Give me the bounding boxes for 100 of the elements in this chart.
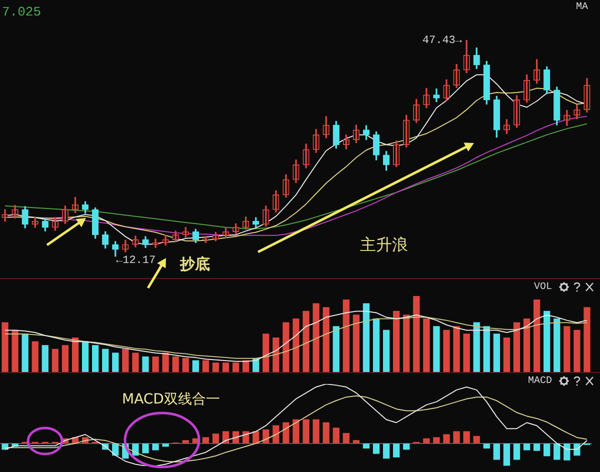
bar xyxy=(584,307,590,372)
bar xyxy=(523,444,530,450)
bar xyxy=(554,318,560,372)
bar xyxy=(202,437,210,444)
bar xyxy=(182,440,189,444)
bar xyxy=(332,326,340,372)
bar xyxy=(453,431,460,444)
annotation: ←12.17 xyxy=(116,254,156,267)
chart-title: MACD xyxy=(528,376,552,387)
bar xyxy=(2,322,8,372)
bar xyxy=(142,356,149,372)
bar xyxy=(493,444,500,460)
bar xyxy=(564,326,570,372)
bar xyxy=(443,330,450,372)
bar xyxy=(372,444,380,454)
bar xyxy=(533,299,540,372)
bar xyxy=(92,345,99,372)
bar xyxy=(433,437,440,444)
bar xyxy=(282,422,290,444)
bar xyxy=(483,326,490,372)
bar xyxy=(503,337,510,372)
bar xyxy=(493,334,500,372)
bar xyxy=(393,444,400,458)
bar xyxy=(322,307,330,372)
bar xyxy=(22,334,28,372)
bar xyxy=(272,337,280,372)
bar xyxy=(362,303,370,372)
bar xyxy=(463,334,470,372)
bar xyxy=(513,322,520,372)
bar xyxy=(42,345,48,372)
bar xyxy=(82,341,89,372)
bar xyxy=(232,362,240,372)
bar xyxy=(142,444,149,454)
bar xyxy=(12,330,18,372)
bar xyxy=(222,362,230,372)
bar xyxy=(192,360,199,372)
bar xyxy=(162,352,169,372)
bar xyxy=(352,314,360,372)
bar xyxy=(282,322,290,372)
bar xyxy=(302,310,310,372)
bar xyxy=(554,444,560,460)
bar xyxy=(473,322,480,372)
bar xyxy=(262,429,270,444)
bar xyxy=(152,444,159,450)
bar xyxy=(202,360,210,372)
bar xyxy=(403,314,410,372)
bar xyxy=(574,330,580,372)
bar xyxy=(232,431,240,444)
bar xyxy=(52,348,59,372)
bar xyxy=(262,334,270,372)
bar xyxy=(162,444,169,447)
bar xyxy=(372,318,380,372)
bar xyxy=(382,444,390,459)
bar xyxy=(172,356,179,372)
annotation: 47.43→ xyxy=(422,34,462,47)
annotation: 主升浪 xyxy=(360,235,408,254)
bar xyxy=(453,326,460,372)
bar xyxy=(322,422,330,444)
bar xyxy=(212,362,220,372)
bar xyxy=(483,444,490,449)
annotation: MACD双线合一 xyxy=(122,392,220,408)
annotation: 7.025 xyxy=(2,4,42,20)
bar xyxy=(342,299,350,372)
annotation: 抄底 xyxy=(179,254,210,273)
bar xyxy=(62,345,69,372)
bar xyxy=(112,352,119,372)
bar xyxy=(342,432,350,444)
bar xyxy=(332,428,340,444)
bar xyxy=(72,337,79,372)
chart-title: VOL xyxy=(534,282,552,293)
chart-title: MA xyxy=(576,2,588,13)
bar xyxy=(423,318,430,372)
bar xyxy=(564,444,570,460)
bar xyxy=(382,330,390,372)
bar xyxy=(423,438,430,444)
bar xyxy=(122,348,129,372)
bar xyxy=(182,358,189,372)
bar xyxy=(302,419,310,444)
bar xyxy=(102,348,109,372)
bar xyxy=(292,419,300,444)
bar xyxy=(312,303,320,372)
bar xyxy=(413,296,420,372)
bar xyxy=(463,431,470,444)
bar xyxy=(574,444,580,456)
bar xyxy=(212,434,220,444)
bar xyxy=(433,326,440,372)
bar xyxy=(403,444,410,450)
bar xyxy=(242,431,250,444)
bar xyxy=(533,444,540,451)
bar xyxy=(523,318,530,372)
bar xyxy=(222,431,230,444)
bar xyxy=(513,444,520,460)
bar xyxy=(443,434,450,444)
bar xyxy=(503,444,510,466)
bar xyxy=(393,310,400,372)
bar xyxy=(352,440,360,444)
bar xyxy=(152,356,159,372)
bar xyxy=(473,436,480,444)
bar xyxy=(32,341,38,372)
bar xyxy=(544,444,550,456)
